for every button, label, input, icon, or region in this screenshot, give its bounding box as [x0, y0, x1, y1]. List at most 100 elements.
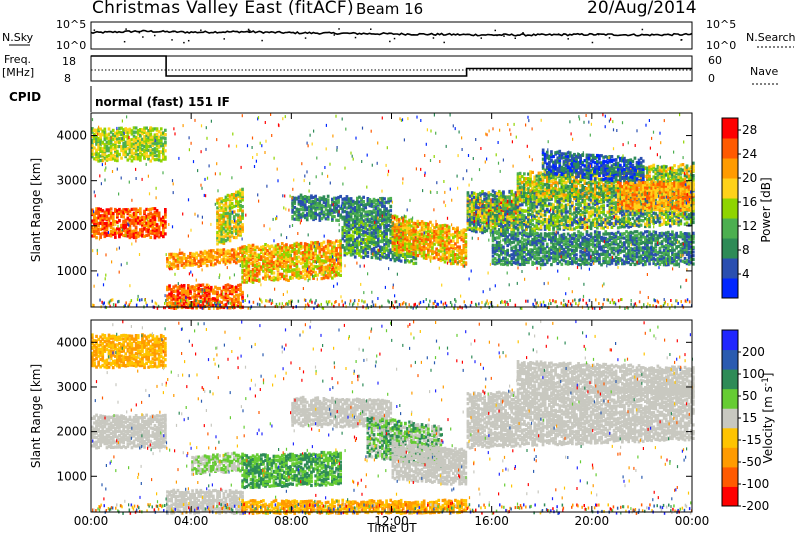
heatmap-cell — [226, 197, 230, 201]
heatmap-cell — [109, 157, 113, 161]
heatmap-cell — [105, 149, 109, 153]
heatmap-cell — [401, 216, 405, 220]
heatmap-cell — [589, 214, 593, 218]
heatmap-cell — [128, 142, 132, 146]
heatmap-cell — [360, 228, 363, 232]
heatmap-cell — [401, 223, 405, 227]
heatmap-cell — [157, 214, 161, 218]
heatmap-cell — [326, 248, 330, 252]
heatmap-cell — [155, 154, 159, 158]
heatmap-cell — [305, 252, 309, 256]
heatmap-cell — [529, 228, 532, 232]
heatmap-cell — [500, 197, 503, 201]
heatmap-cell — [481, 208, 484, 212]
heatmap-cell — [109, 232, 113, 236]
heatmap-cell — [209, 297, 213, 301]
heatmap-cell — [372, 225, 376, 230]
heatmap-cell — [337, 200, 340, 204]
heatmap-cell — [487, 204, 491, 208]
heatmap-cell — [197, 299, 201, 303]
heatmap-cell — [262, 255, 265, 259]
heatmap-cell — [232, 215, 236, 219]
heatmap-cell — [228, 235, 232, 239]
heatmap-cell — [552, 203, 555, 207]
heatmap-cell — [101, 231, 105, 235]
heatmap-cell — [220, 251, 224, 255]
heatmap-cell — [303, 196, 307, 200]
heatmap-cell — [151, 148, 155, 152]
heatmap-cell — [552, 226, 555, 230]
heatmap-cell — [337, 239, 340, 244]
heatmap-cell — [272, 264, 276, 269]
heatmap-cell — [379, 239, 382, 244]
heatmap-cell — [500, 201, 503, 205]
heatmap-cell — [191, 255, 194, 259]
heatmap-cell — [562, 227, 566, 231]
heatmap-cell — [235, 229, 238, 233]
heatmap-cell — [243, 263, 246, 268]
heatmap-cell — [114, 144, 117, 148]
heatmap-cell — [347, 246, 351, 250]
heatmap-cell — [556, 224, 560, 228]
heatmap-cell — [343, 239, 347, 243]
heatmap-cell — [224, 253, 228, 258]
heatmap-cell — [437, 249, 441, 253]
heatmap-cell — [109, 221, 113, 226]
heatmap-cell — [101, 216, 105, 220]
heatmap-cell — [397, 256, 401, 260]
heatmap-cell — [268, 263, 272, 267]
heatmap-cell — [274, 276, 278, 280]
heatmap-cell — [299, 251, 303, 255]
heatmap-cell — [212, 249, 215, 253]
heatmap-cell — [372, 199, 376, 204]
heatmap-cell — [381, 252, 384, 256]
heatmap-cell — [268, 245, 272, 249]
heatmap-cell — [103, 231, 107, 235]
heatmap-cell — [464, 240, 468, 244]
heatmap-cell — [216, 226, 219, 230]
heatmap-cell — [414, 221, 418, 226]
heatmap-cell — [220, 300, 224, 305]
heatmap-cell — [387, 209, 390, 213]
heatmap-cell — [153, 227, 157, 231]
heatmap-cell — [312, 267, 315, 271]
heatmap-cell — [297, 195, 301, 199]
heatmap-cell — [280, 261, 284, 265]
heatmap-cell — [495, 203, 499, 207]
heatmap-cell — [491, 210, 495, 214]
heatmap-cell — [356, 210, 359, 214]
heatmap-cell — [495, 213, 499, 217]
heatmap-cell — [260, 257, 263, 261]
heatmap-cell — [203, 292, 207, 296]
heatmap-cell — [120, 209, 123, 213]
heatmap-cell — [130, 159, 134, 163]
heatmap-cell — [512, 203, 516, 207]
heatmap-cell — [237, 283, 240, 288]
heatmap-cell — [349, 215, 353, 219]
heatmap-cell — [151, 137, 155, 141]
heatmap-cell — [483, 226, 486, 230]
heatmap-cell — [552, 228, 555, 232]
heatmap-cell — [385, 228, 388, 232]
heatmap-cell — [130, 221, 134, 225]
heatmap-cell — [297, 273, 301, 277]
heatmap-cell — [358, 240, 361, 244]
heatmap-cell — [145, 146, 148, 150]
heatmap-cell — [573, 220, 576, 224]
heatmap-cell — [353, 238, 357, 242]
heatmap-cell — [128, 213, 132, 217]
heatmap-cell — [610, 211, 614, 215]
heatmap-cell — [143, 155, 146, 159]
heatmap-cell — [452, 258, 455, 262]
heatmap-cell — [172, 262, 176, 266]
heatmap-cell — [583, 227, 587, 231]
heatmap-cell — [308, 270, 311, 274]
heatmap-cell — [182, 285, 186, 289]
heatmap-cell — [414, 261, 418, 265]
heatmap-cell — [514, 197, 518, 201]
heatmap-cell — [575, 215, 578, 219]
heatmap-cell — [335, 270, 338, 274]
heatmap-cell — [424, 253, 428, 257]
heatmap-cell — [412, 239, 416, 244]
heatmap-cell — [201, 254, 205, 258]
